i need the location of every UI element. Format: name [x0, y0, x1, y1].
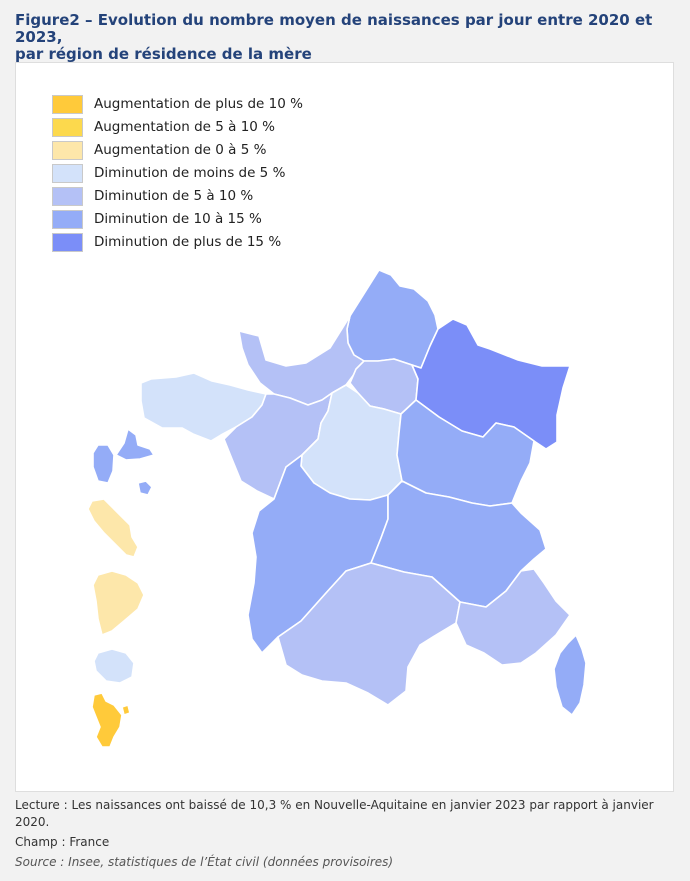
- region-grand-est: [411, 318, 571, 450]
- legend-swatch: [52, 164, 83, 183]
- legend-label: Augmentation de 0 à 5 %: [94, 142, 267, 158]
- figure-footer: Lecture : Les naissances ont baissé de 1…: [15, 797, 675, 874]
- legend-swatch: [52, 233, 83, 252]
- region-mayotte-petite-terre: [121, 704, 131, 716]
- champ-note: Champ : France: [15, 835, 110, 849]
- region-paca: [455, 568, 571, 666]
- source-note: Source : Insee, statistiques de l’État c…: [15, 855, 394, 869]
- legend-label: Diminution de moins de 5 %: [94, 165, 286, 181]
- legend-swatch: [52, 95, 83, 114]
- legend-swatch: [52, 118, 83, 137]
- figure-title-line-2: par région de résidence de la mère: [15, 45, 312, 63]
- legend-swatch: [52, 210, 83, 229]
- region-guyane: [92, 570, 145, 636]
- legend-label: Diminution de 10 à 15 %: [94, 211, 262, 227]
- legend-label: Diminution de plus de 15 %: [94, 234, 282, 250]
- legend-label: Augmentation de 5 à 10 %: [94, 119, 275, 135]
- region-corse: [553, 634, 587, 716]
- region-hauts-de-france: [346, 269, 439, 369]
- region-guadeloupe-grande-terre: [115, 428, 155, 461]
- legend-swatch: [52, 187, 83, 206]
- lecture-note: Lecture : Les naissances ont baissé de 1…: [15, 798, 654, 829]
- region-la-reunion: [93, 648, 135, 684]
- region-martinique: [87, 498, 139, 558]
- figure-title-line-1: Figure2 – Evolution du nombre moyen de n…: [15, 11, 653, 46]
- figure-title: Figure2 – Evolution du nombre moyen de n…: [15, 12, 675, 63]
- legend-swatch: [52, 141, 83, 160]
- france-region-map: [87, 269, 587, 748]
- legend-label: Augmentation de plus de 10 %: [94, 96, 303, 112]
- legend-label: Diminution de 5 à 10 %: [94, 188, 254, 204]
- region-guadeloupe-basse-terre: [92, 444, 115, 484]
- region-occitanie: [277, 562, 461, 706]
- map-panel: Augmentation de plus de 10 % Augmentatio…: [15, 62, 674, 792]
- region-guadeloupe-marie-galante: [137, 480, 153, 496]
- region-mayotte-grande-terre: [91, 692, 123, 748]
